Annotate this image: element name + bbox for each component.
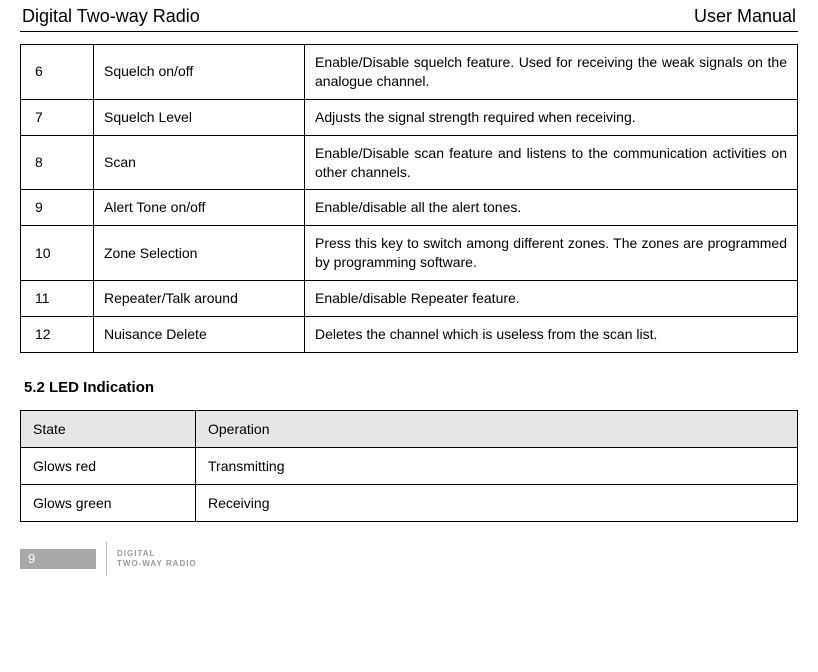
row-num: 12 [21, 317, 94, 353]
row-num: 6 [21, 45, 94, 100]
table-row: 6Squelch on/offEnable/Disable squelch fe… [21, 45, 798, 100]
table-row: 9Alert Tone on/offEnable/disable all the… [21, 190, 798, 226]
led-state: Glows red [21, 447, 196, 484]
row-num: 7 [21, 99, 94, 135]
row-name: Squelch Level [94, 99, 305, 135]
row-name: Zone Selection [94, 226, 305, 281]
row-num: 8 [21, 135, 94, 190]
footer-brand: DIGITAL TWO-WAY RADIO [117, 549, 197, 568]
table-row: 7Squelch LevelAdjusts the signal strengt… [21, 99, 798, 135]
led-header-row: State Operation [21, 410, 798, 447]
row-desc: Deletes the channel which is useless fro… [305, 317, 798, 353]
led-state: Glows green [21, 484, 196, 521]
table-row: Glows greenReceiving [21, 484, 798, 521]
section-heading: 5.2 LED Indication [24, 379, 798, 396]
row-name: Alert Tone on/off [94, 190, 305, 226]
row-num: 10 [21, 226, 94, 281]
header-left: Digital Two-way Radio [22, 6, 200, 27]
row-name: Squelch on/off [94, 45, 305, 100]
row-desc: Adjusts the signal strength required whe… [305, 99, 798, 135]
led-operation: Transmitting [196, 447, 798, 484]
row-name: Scan [94, 135, 305, 190]
footer-divider [106, 542, 107, 576]
row-num: 9 [21, 190, 94, 226]
page-header: Digital Two-way Radio User Manual [20, 0, 798, 31]
footer: 9 DIGITAL TWO-WAY RADIO [20, 542, 798, 576]
brand-line1: DIGITAL [117, 549, 197, 559]
brand-line2: TWO-WAY RADIO [117, 559, 197, 569]
header-rule [20, 31, 798, 32]
row-desc: Enable/Disable squelch feature. Used for… [305, 45, 798, 100]
row-num: 11 [21, 281, 94, 317]
led-header-state: State [21, 410, 196, 447]
row-name: Repeater/Talk around [94, 281, 305, 317]
led-header-operation: Operation [196, 410, 798, 447]
table-row: Glows redTransmitting [21, 447, 798, 484]
row-desc: Enable/disable all the alert tones. [305, 190, 798, 226]
row-desc: Enable/Disable scan feature and listens … [305, 135, 798, 190]
table-row: 11Repeater/Talk aroundEnable/disable Rep… [21, 281, 798, 317]
led-table: State Operation Glows redTransmittingGlo… [20, 410, 798, 522]
table-row: 12Nuisance DeleteDeletes the channel whi… [21, 317, 798, 353]
row-name: Nuisance Delete [94, 317, 305, 353]
row-desc: Enable/disable Repeater feature. [305, 281, 798, 317]
table-row: 8ScanEnable/Disable scan feature and lis… [21, 135, 798, 190]
led-operation: Receiving [196, 484, 798, 521]
table-row: 10Zone SelectionPress this key to switch… [21, 226, 798, 281]
page-number: 9 [20, 549, 96, 569]
feature-table: 6Squelch on/offEnable/Disable squelch fe… [20, 44, 798, 353]
header-right: User Manual [694, 6, 796, 27]
row-desc: Press this key to switch among different… [305, 226, 798, 281]
